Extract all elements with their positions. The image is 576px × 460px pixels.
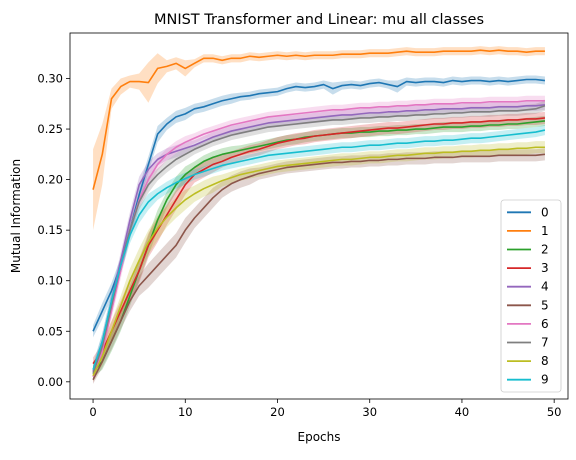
line-series-6 <box>92 99 545 378</box>
legend-label-8: 8 <box>541 354 549 368</box>
confidence-bands <box>93 46 545 384</box>
series-lines <box>92 49 546 381</box>
y-tick-label: 0.25 <box>37 122 63 136</box>
y-tick-label: 0.20 <box>37 173 63 187</box>
x-axis-ticks: 0 10 20 30 40 50 <box>89 399 561 419</box>
legend-label-9: 9 <box>541 373 549 387</box>
band-series-5 <box>93 148 545 384</box>
legend-label-6: 6 <box>541 317 549 331</box>
line-series-1 <box>92 49 545 190</box>
line-series-9 <box>92 129 546 370</box>
y-axis-label: Mutual Information <box>9 159 23 273</box>
x-tick-label: 40 <box>455 405 470 419</box>
y-tick-label: 0.05 <box>37 324 63 338</box>
legend: 0 1 2 3 4 5 6 7 8 9 <box>500 199 562 393</box>
x-tick-label: 0 <box>89 405 96 419</box>
x-tick-label: 20 <box>270 405 285 419</box>
x-tick-label: 50 <box>547 405 562 419</box>
legend-label-7: 7 <box>541 336 549 350</box>
y-tick-label: 0.10 <box>37 274 63 288</box>
x-tick-label: 30 <box>362 405 377 419</box>
legend-label-0: 0 <box>541 205 549 219</box>
line-series-5 <box>92 153 546 381</box>
y-tick-label: 0.00 <box>37 375 63 389</box>
y-axis-ticks: 0.00 0.05 0.10 0.15 0.20 0.25 0.30 <box>37 71 70 389</box>
legend-label-5: 5 <box>541 298 549 312</box>
line-series-0 <box>92 78 546 332</box>
legend-label-2: 2 <box>541 243 549 257</box>
line-series-3 <box>92 117 546 365</box>
chart-title: MNIST Transformer and Linear: mu all cla… <box>154 12 484 28</box>
plot-frame <box>69 32 569 400</box>
legend-label-3: 3 <box>541 261 549 275</box>
x-tick-label: 10 <box>178 405 193 419</box>
legend-label-4: 4 <box>541 280 549 294</box>
y-tick-label: 0.30 <box>37 71 63 85</box>
x-axis-label: Epochs <box>298 430 341 444</box>
legend-label-1: 1 <box>541 224 549 238</box>
line-series-7 <box>92 105 546 374</box>
legend-box <box>500 199 562 393</box>
line-series-8 <box>92 146 545 377</box>
y-tick-label: 0.15 <box>37 223 63 237</box>
